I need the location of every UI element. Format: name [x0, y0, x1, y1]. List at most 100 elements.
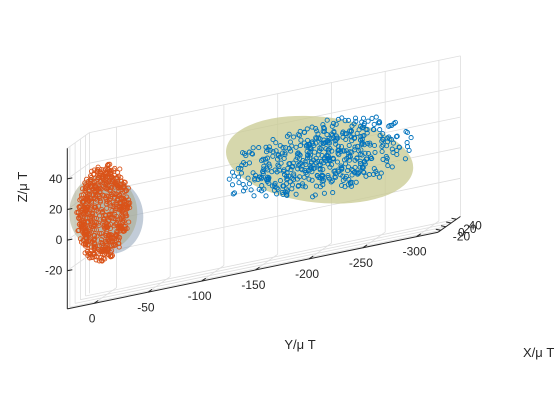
- data-point: [250, 145, 256, 151]
- data-point: [282, 150, 288, 156]
- data-point: [361, 120, 367, 127]
- data-point: [349, 166, 355, 172]
- data-point: [354, 143, 360, 149]
- data-point: [264, 155, 271, 161]
- data-point: [103, 232, 109, 239]
- z-tick-mark: [67, 208, 73, 210]
- data-point: [288, 148, 294, 154]
- data-point: [80, 237, 86, 243]
- data-point: [101, 219, 107, 225]
- data-point: [97, 198, 103, 204]
- data-point: [102, 166, 109, 172]
- data-point: [358, 137, 364, 143]
- data-point: [107, 200, 113, 206]
- data-point: [264, 178, 270, 184]
- data-point: [308, 152, 314, 158]
- data-point: [96, 258, 102, 264]
- data-point: [408, 135, 414, 141]
- data-point: [111, 202, 117, 208]
- data-point: [99, 240, 105, 246]
- data-point: [118, 201, 124, 207]
- y-tick-label: -300: [403, 245, 427, 259]
- back-wall-gridline-z: [89, 177, 461, 256]
- data-point: [95, 166, 101, 173]
- data-point: [372, 149, 378, 155]
- data-point: [307, 167, 313, 173]
- data-point: [330, 190, 336, 196]
- data-point: [319, 178, 325, 184]
- data-point: [84, 194, 90, 200]
- axes: [66, 148, 461, 310]
- data-point: [347, 181, 354, 187]
- data-point: [299, 181, 306, 187]
- data-point: [396, 144, 402, 150]
- data-point: [321, 190, 327, 196]
- data-point: [115, 170, 121, 176]
- data-point: [297, 143, 303, 149]
- z-tick-label: 40: [49, 172, 63, 186]
- y-axis-label: Y/μ T: [284, 337, 315, 352]
- data-point: [380, 156, 386, 162]
- data-point: [347, 149, 353, 155]
- z-tick-label: -20: [45, 264, 63, 278]
- data-point: [122, 226, 128, 232]
- data-point: [92, 245, 98, 251]
- data-point: [386, 123, 392, 129]
- data-point: [298, 137, 304, 143]
- data-point: [332, 171, 339, 177]
- floor-gridline-x: [80, 222, 452, 301]
- data-point: [226, 176, 232, 182]
- data-point: [99, 258, 105, 264]
- data-point: [379, 148, 385, 155]
- data-point: [281, 172, 288, 178]
- data-point: [346, 157, 352, 163]
- data-point: [96, 193, 102, 199]
- x-tick-label: 40: [469, 218, 483, 232]
- data-point: [104, 186, 110, 192]
- data-point: [105, 167, 111, 173]
- scatter-points: [74, 114, 414, 264]
- y-tick-mark: [308, 255, 314, 260]
- data-point: [106, 211, 112, 217]
- data-point: [371, 142, 378, 149]
- data-point: [346, 142, 352, 148]
- data-point: [363, 156, 369, 162]
- data-point: [75, 210, 81, 216]
- data-point: [242, 185, 248, 191]
- x-tick-label: 20: [463, 222, 477, 236]
- data-point: [115, 234, 121, 240]
- data-point: [273, 140, 279, 146]
- data-point: [289, 182, 295, 188]
- data-point: [305, 137, 311, 143]
- data-point: [284, 133, 290, 139]
- data-point: [334, 135, 340, 141]
- data-point: [255, 176, 261, 182]
- data-point: [251, 193, 257, 199]
- data-point: [263, 149, 270, 155]
- data-point: [274, 169, 280, 175]
- data-point: [392, 119, 398, 125]
- data-point: [83, 230, 89, 236]
- data-point: [78, 192, 84, 198]
- data-point: [230, 191, 236, 197]
- data-point: [295, 166, 301, 172]
- data-point: [354, 170, 360, 176]
- data-point: [231, 190, 238, 196]
- data-point: [107, 161, 113, 167]
- data-point: [319, 176, 325, 182]
- data-point: [119, 196, 125, 202]
- data-point: [111, 243, 117, 249]
- data-point: [404, 144, 411, 150]
- data-point: [359, 152, 365, 158]
- data-point: [88, 215, 94, 221]
- data-point: [117, 166, 123, 172]
- data-point: [291, 134, 297, 140]
- data-point: [113, 202, 119, 208]
- data-point: [98, 186, 104, 192]
- z-tick-mark: [67, 238, 73, 241]
- data-point: [357, 158, 363, 164]
- data-point: [376, 174, 382, 180]
- y-tick-mark: [362, 244, 368, 249]
- data-point: [348, 183, 355, 189]
- data-point: [89, 210, 95, 216]
